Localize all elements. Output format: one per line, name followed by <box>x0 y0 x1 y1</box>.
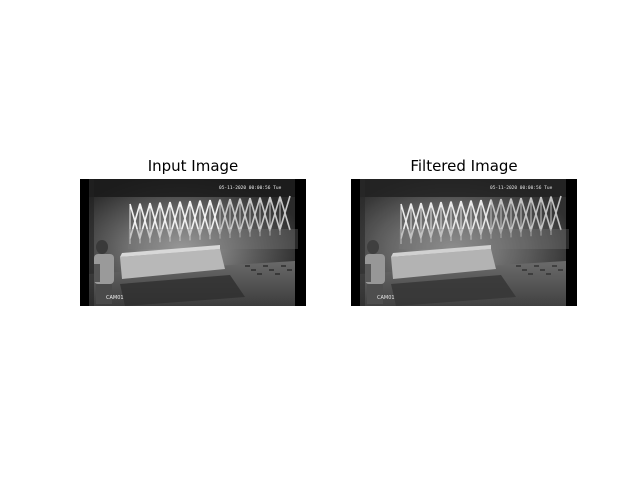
input-scene: 05-11-2020 00:00:56 Tue CAM01 <box>80 179 306 306</box>
filtered-gate <box>400 195 562 244</box>
filtered-timestamp: 05-11-2020 00:00:56 Tue <box>490 185 553 191</box>
input-gate <box>129 195 291 244</box>
right-panel-title: Filtered Image <box>410 157 518 175</box>
filtered-counter <box>391 249 496 279</box>
input-image: 05-11-2020 00:00:56 Tue CAM01 <box>80 179 306 306</box>
filtered-camera-label: CAM01 <box>377 295 395 301</box>
left-panel-title: Input Image <box>147 157 239 175</box>
input-person <box>94 240 114 304</box>
filtered-image: 05-11-2020 00:00:56 Tue CAM01 <box>351 179 577 306</box>
input-timestamp: 05-11-2020 00:00:56 Tue <box>219 185 282 191</box>
input-camera-label: CAM01 <box>106 295 124 301</box>
filtered-person <box>365 240 385 304</box>
filtered-scene: 05-11-2020 00:00:56 Tue CAM01 <box>351 179 577 306</box>
input-counter <box>120 249 225 279</box>
